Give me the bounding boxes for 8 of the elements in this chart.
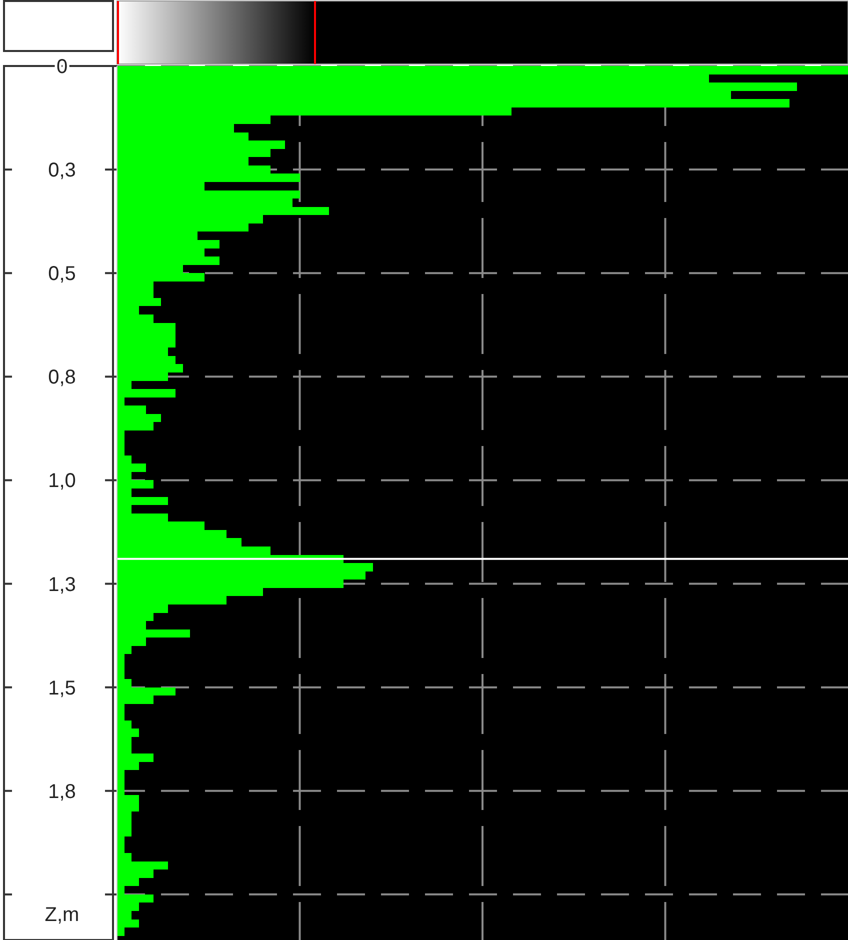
- y-tick-label: 1,3: [48, 574, 76, 596]
- y-tick-label: 1,8: [48, 780, 76, 803]
- y-axis-title: Z,m: [44, 904, 80, 926]
- y-tick-label: 1,0: [48, 470, 76, 492]
- y-tick-label: 0,8: [48, 366, 76, 389]
- y-tick-label: 0,3: [48, 160, 76, 182]
- y-tick-label: 1,5: [48, 677, 76, 700]
- y-tick-label: 0,5: [48, 263, 76, 286]
